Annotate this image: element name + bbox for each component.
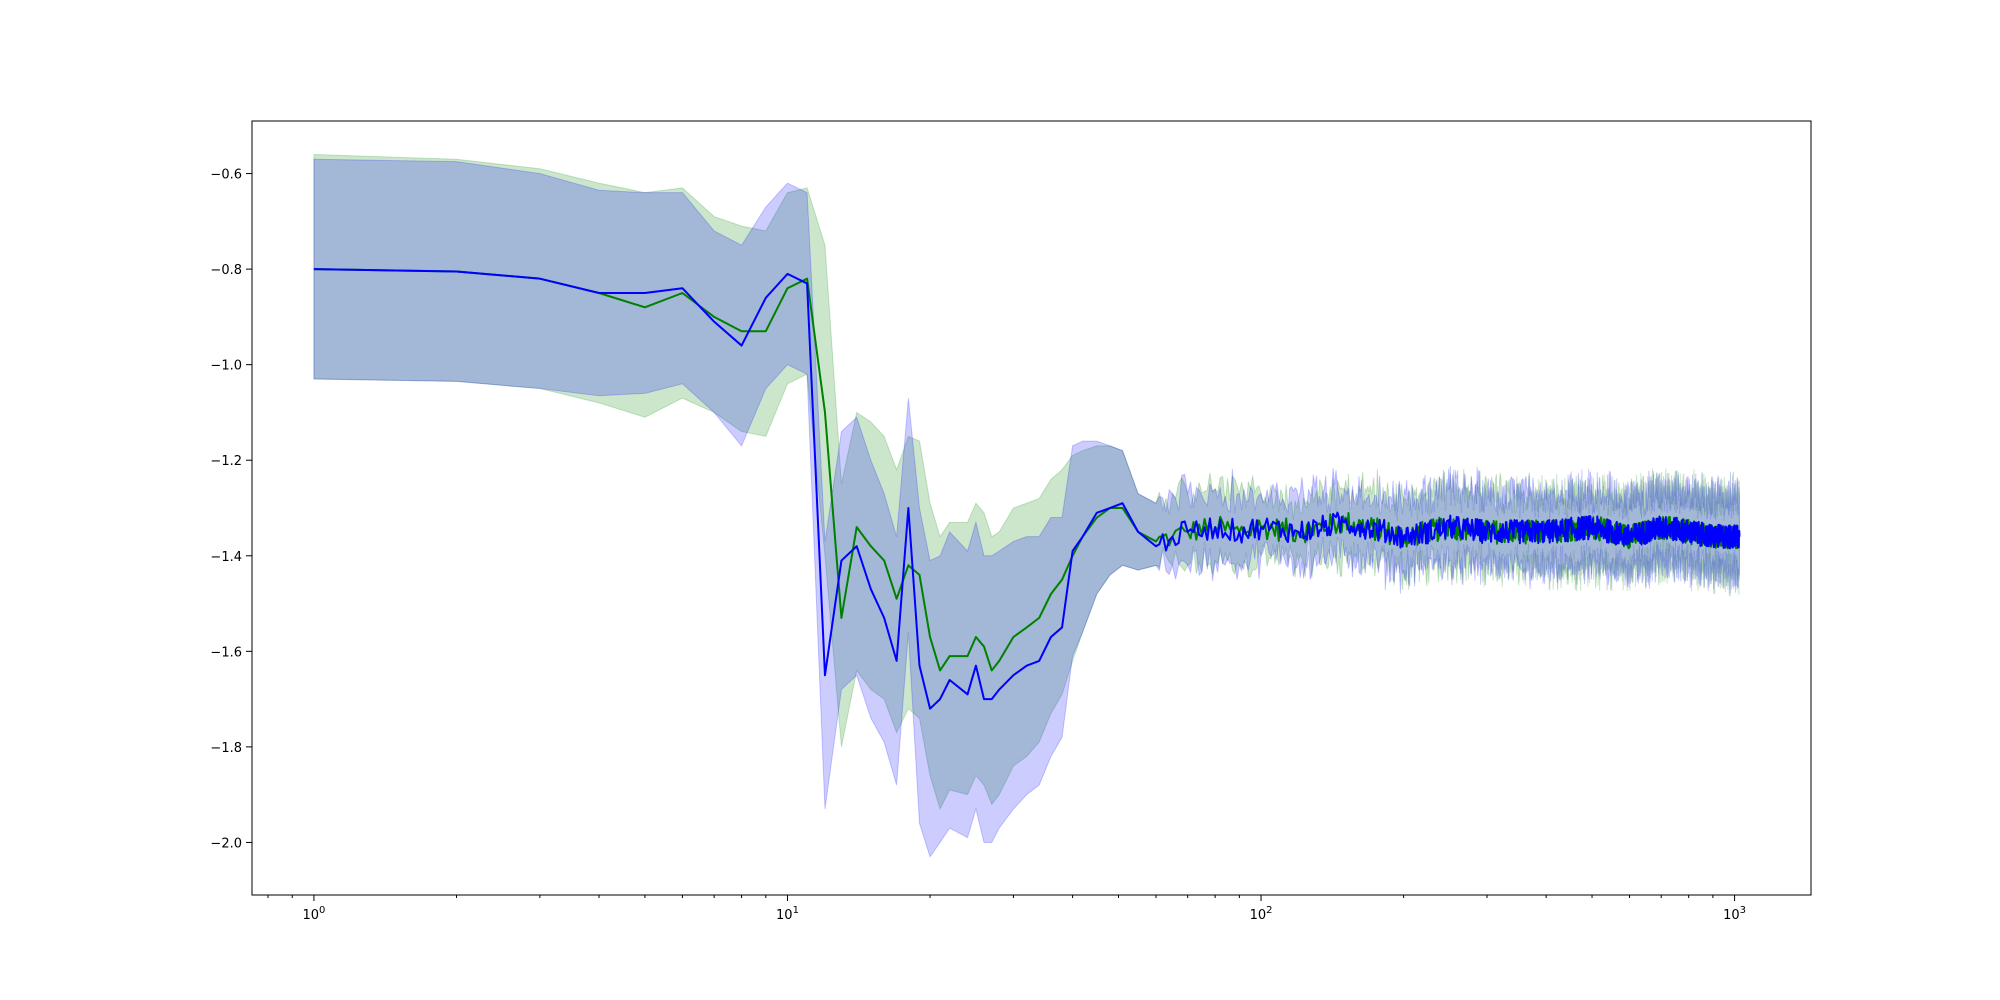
plot-area-frame	[251, 120, 1812, 896]
x-tick-label: 101	[776, 905, 799, 923]
y-tick-label: −1.8	[210, 741, 242, 756]
y-tick-label: −1.6	[210, 645, 242, 660]
series-2-line	[313, 268, 1741, 710]
x-tick-label: 103	[1723, 905, 1746, 923]
y-tick-label: −0.8	[210, 263, 242, 278]
x-tick-label: 100	[302, 905, 325, 923]
x-tick-label: 102	[1250, 905, 1273, 923]
series-lines	[313, 268, 1741, 710]
y-tick-label: −1.0	[210, 359, 242, 374]
y-tick-label: −0.6	[210, 168, 242, 183]
series-2-band	[313, 158, 1740, 858]
y-tick-label: −1.2	[210, 454, 242, 469]
y-tick-label: −2.0	[210, 836, 242, 851]
y-tick-label: −1.4	[210, 550, 242, 565]
y-axis-ticks: −0.6 −0.8 −1.0 −1.2 −1.4 −1.6 −1.8 −2.0	[210, 168, 252, 851]
confidence-bands	[313, 153, 1740, 858]
series-1-band	[313, 153, 1740, 811]
